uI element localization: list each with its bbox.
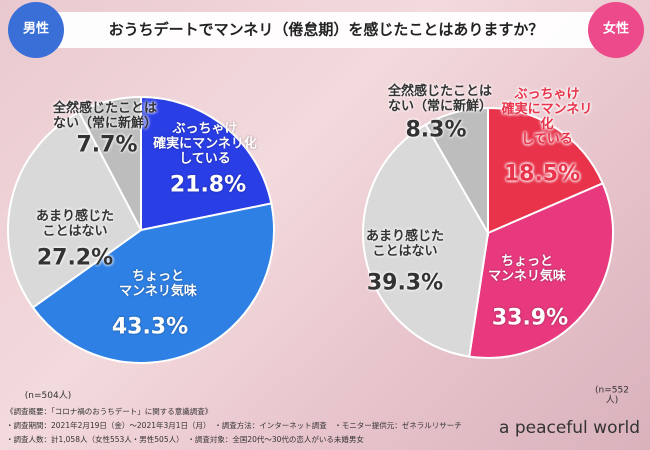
note: ・調査期間：2021年2月19日（金）〜2021年3月1日（月） ・調査方法：イ… bbox=[6, 421, 462, 430]
slice-label: あまり感じた ことはない bbox=[365, 229, 445, 259]
male-label: 男性 bbox=[22, 21, 50, 37]
female-label: 女性 bbox=[602, 21, 630, 37]
value-label: 21.8% bbox=[169, 172, 247, 198]
pie-slice bbox=[140, 95, 273, 232]
brand: a peaceful world bbox=[499, 418, 640, 438]
female-badge bbox=[588, 2, 644, 58]
pie-slice bbox=[77, 95, 142, 231]
title: おうちデートでマンネリ（倦怠期）を感じたことはありますか？ bbox=[108, 20, 544, 39]
pie-slice bbox=[487, 106, 605, 235]
value-label: 8.3% bbox=[405, 117, 467, 143]
value-label: 27.2% bbox=[36, 245, 114, 271]
pie-slice bbox=[362, 123, 490, 358]
header-bar bbox=[30, 12, 620, 48]
value-label: 7.7% bbox=[76, 132, 138, 158]
slice-label: ちょっと マンネリ気味 bbox=[119, 269, 197, 299]
slice-label: 全然感じたことは ない（常に新鮮） bbox=[52, 101, 158, 131]
slice-label: ちょっと マンネリ気味 bbox=[488, 254, 566, 284]
pie-slice bbox=[468, 182, 614, 359]
value-label: 18.5% bbox=[503, 161, 581, 187]
slice-label: ぶっちゃけ 確実にマンネリ化 している bbox=[501, 87, 593, 147]
slice-label: 全然感じたことは ない（常に新鮮） bbox=[387, 84, 493, 114]
pie-slice bbox=[7, 110, 143, 309]
value-label: 39.3% bbox=[366, 270, 444, 296]
sample: (n=552人) bbox=[595, 385, 629, 406]
value-label: 33.9% bbox=[491, 305, 569, 331]
slice-label: あまり感じた ことはない bbox=[35, 209, 115, 239]
pie-slice bbox=[424, 106, 489, 237]
male-badge bbox=[8, 2, 64, 58]
pie-slice bbox=[31, 202, 275, 364]
slice-label: ぶっちゃけ 確実にマンネリ化 している bbox=[153, 121, 257, 167]
sample: (n=504人) bbox=[24, 390, 72, 401]
note: 《調査概要：「コロナ禍のおうちデート」に関する意識調査》 bbox=[6, 407, 213, 416]
note: ・調査人数：計1,058人（女性553人・男性505人） ・調査対象：全国20代… bbox=[6, 435, 364, 444]
value-label: 43.3% bbox=[111, 314, 189, 340]
